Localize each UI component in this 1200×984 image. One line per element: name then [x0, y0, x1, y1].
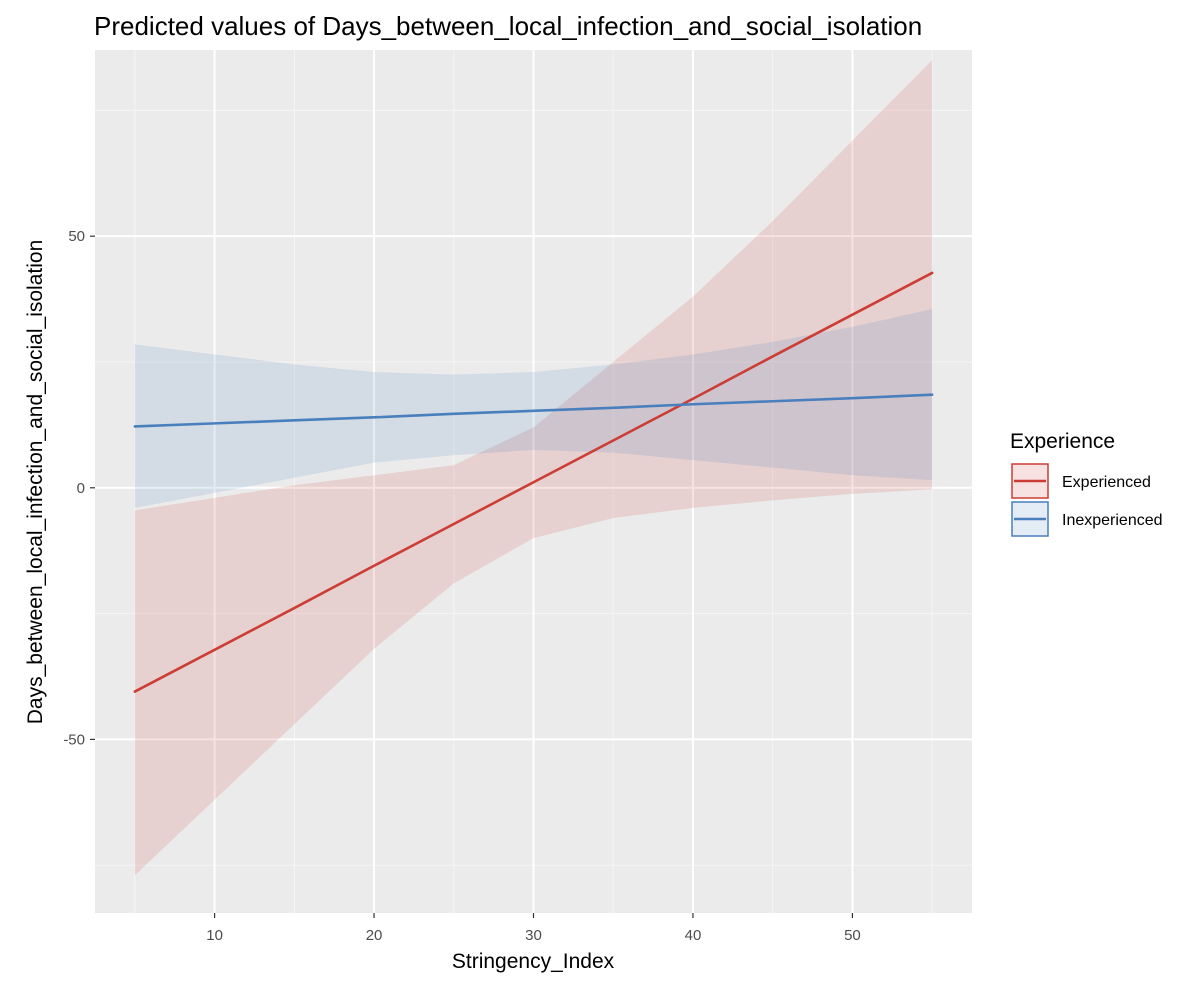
confidence-ribbons — [134, 60, 933, 876]
prediction-lines — [133, 271, 934, 693]
x-tick-label: 30 — [525, 927, 542, 944]
legend: Experience Experienced Inexperienced — [1010, 430, 1163, 537]
ribbon-experienced — [134, 60, 933, 876]
line-experienced — [133, 271, 934, 693]
legend-label: Inexperienced — [1062, 512, 1163, 529]
legend-key-experienced — [1011, 463, 1049, 499]
legend-title: Experience — [1010, 430, 1115, 453]
x-axis-title: Stringency_Index — [452, 950, 615, 973]
y-tick-label: 0 — [77, 480, 85, 497]
major-gridlines — [95, 50, 972, 913]
line-inexperienced — [133, 393, 934, 428]
y-axis-title: Days_between_local_infection_and_social_… — [24, 240, 47, 725]
y-tick-label: -50 — [63, 731, 85, 748]
x-tick-label: 20 — [366, 927, 383, 944]
chart-title: Predicted values of Days_between_local_i… — [94, 11, 922, 41]
legend-key-inexperienced — [1011, 501, 1049, 537]
x-tick-label: 40 — [685, 927, 702, 944]
x-axis-ticks: 10 20 30 40 50 — [206, 913, 861, 944]
ribbon-inexperienced — [134, 309, 933, 508]
x-tick-label: 10 — [206, 927, 223, 944]
x-tick-label: 50 — [844, 927, 861, 944]
legend-label: Experienced — [1062, 474, 1151, 491]
y-axis-ticks: -50 0 50 — [63, 228, 95, 748]
y-tick-label: 50 — [68, 228, 85, 245]
